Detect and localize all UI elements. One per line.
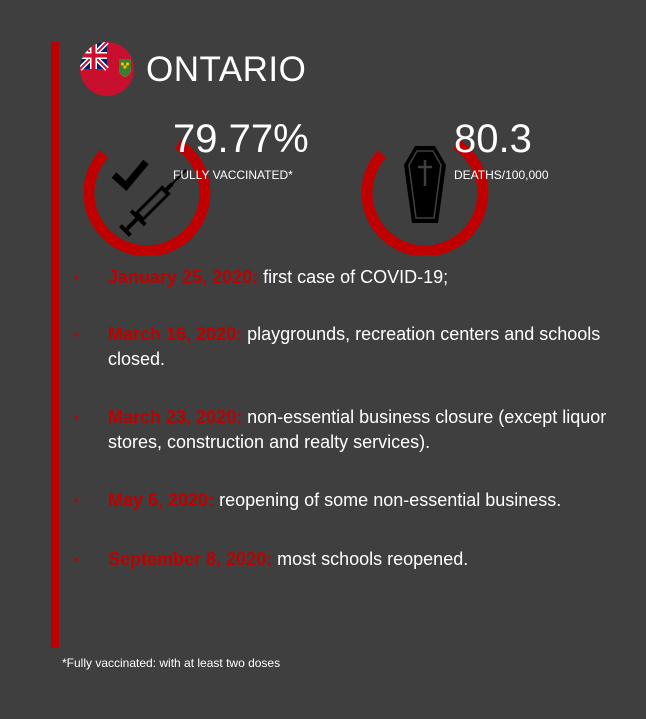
- event-item: • March 16, 2020: playgrounds, recreatio…: [74, 322, 614, 372]
- deaths-stat: 80.3 DEATHS/100,000: [358, 117, 608, 255]
- bullet-icon: •: [74, 551, 79, 567]
- deaths-label: DEATHS/100,000: [454, 168, 549, 182]
- event-text: most schools reopened.: [277, 549, 469, 569]
- footnote: *Fully vaccinated: with at least two dos…: [62, 656, 281, 670]
- event-text: first case of COVID-19;: [263, 267, 449, 287]
- bullet-icon: •: [74, 269, 79, 285]
- event-date: May 6, 2020:: [108, 490, 215, 510]
- event-item: • May 6, 2020: reopening of some non-ess…: [74, 488, 614, 513]
- event-item: • September 8, 2020: most schools reopen…: [74, 547, 614, 572]
- event-date: September 8, 2020:: [108, 549, 273, 569]
- ontario-flag-icon: [80, 42, 134, 96]
- event-item: • January 25, 2020: first case of COVID-…: [74, 265, 614, 290]
- event-text: reopening of some non-essential business…: [219, 490, 562, 510]
- event-item: • March 23, 2020: non-essential business…: [74, 405, 614, 455]
- region-title: ONTARIO: [146, 50, 307, 89]
- syringe-check-icon: [111, 159, 187, 237]
- coffin-icon: [404, 146, 446, 223]
- vaccinated-stat: 79.77% FULLY VACCINATED*: [80, 117, 330, 255]
- event-date: March 23, 2020:: [108, 407, 243, 427]
- vaccinated-value: 79.77%: [173, 117, 309, 161]
- event-date: March 16, 2020:: [108, 324, 243, 344]
- bullet-icon: •: [74, 326, 79, 342]
- bullet-icon: •: [74, 409, 79, 425]
- event-date: January 25, 2020:: [108, 267, 259, 287]
- event-text: non-essential business closure (except l…: [108, 407, 607, 452]
- vaccinated-ring: [83, 139, 211, 255]
- bullet-icon: •: [74, 492, 79, 508]
- event-text: playgrounds, recreation centers and scho…: [108, 324, 601, 369]
- accent-vertical-bar: [51, 42, 59, 648]
- deaths-ring: [361, 139, 489, 255]
- vaccinated-label: FULLY VACCINATED*: [173, 168, 293, 182]
- deaths-value: 80.3: [454, 117, 532, 161]
